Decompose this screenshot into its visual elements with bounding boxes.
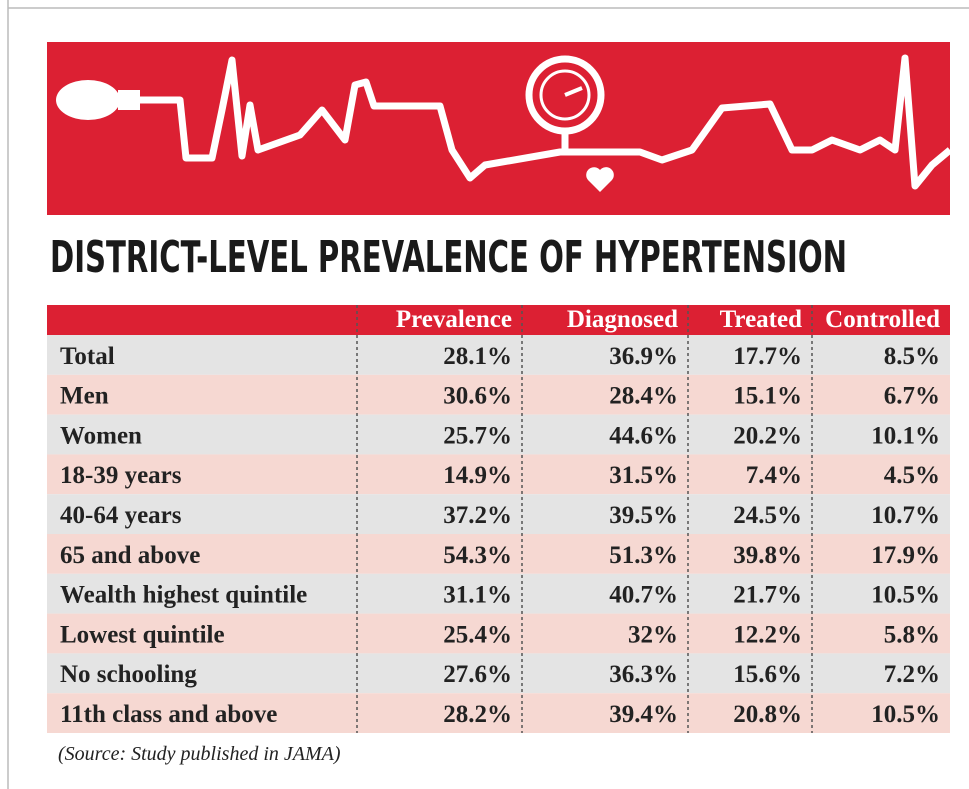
cell-value: 31.1% <box>443 582 512 609</box>
source-note: (Source: Study published in JAMA) <box>58 743 341 765</box>
cell-value: 10.5% <box>871 582 940 609</box>
cell-value: 30.6% <box>443 383 512 410</box>
cell-value: 32% <box>628 621 678 648</box>
cell-value: 20.8% <box>733 701 802 728</box>
cell-value: 10.7% <box>871 502 940 529</box>
row-label: 65 and above <box>60 542 200 569</box>
row-label: No schooling <box>60 661 197 688</box>
cell-value: 24.5% <box>733 502 802 529</box>
cell-value: 15.1% <box>733 383 802 410</box>
cell-value: 25.4% <box>443 621 512 648</box>
table: Prevalence Diagnosed Treated Controlled Tota… <box>47 305 950 733</box>
cell-value: 39.8% <box>733 542 802 569</box>
cell-value: 40.7% <box>609 582 678 609</box>
cell-value: 7.4% <box>746 462 802 489</box>
pump-bulb <box>56 80 120 120</box>
cell-value: 15.6% <box>733 661 802 688</box>
cell-value: 51.3% <box>609 542 678 569</box>
cell-value: 4.5% <box>884 462 940 489</box>
row-label: 11th class and above <box>60 701 277 728</box>
cell-value: 17.9% <box>871 542 940 569</box>
cell-value: 10.5% <box>871 701 940 728</box>
cell-value: 36.9% <box>609 343 678 370</box>
pump-valve <box>118 90 140 110</box>
cell-value: 8.5% <box>884 343 940 370</box>
cell-value: 39.5% <box>609 502 678 529</box>
column-header: Diagnosed <box>567 306 678 333</box>
cell-value: 39.4% <box>609 701 678 728</box>
banner <box>47 42 950 215</box>
cell-value: 36.3% <box>609 661 678 688</box>
title: DISTRICT-LEVEL PREVALENCE OF HYPERTENSIO… <box>50 232 847 283</box>
cell-value: 17.7% <box>733 343 802 370</box>
cell-value: 37.2% <box>443 502 512 529</box>
row-label: Wealth highest quintile <box>60 582 307 609</box>
cell-value: 44.6% <box>609 422 678 449</box>
cell-value: 12.2% <box>733 621 802 648</box>
cell-value: 54.3% <box>443 542 512 569</box>
cell-value: 5.8% <box>884 621 940 648</box>
cell-value: 31.5% <box>609 462 678 489</box>
row-label: Total <box>60 343 115 370</box>
cell-value: 6.7% <box>884 383 940 410</box>
row-label: Women <box>60 422 142 449</box>
cell-value: 7.2% <box>884 661 940 688</box>
column-header: Controlled <box>825 306 940 333</box>
row-label: 40-64 years <box>60 502 182 529</box>
cell-value: 10.1% <box>871 422 940 449</box>
row-label: Men <box>60 383 109 410</box>
cell-value: 28.1% <box>443 343 512 370</box>
row-label: Lowest quintile <box>60 621 225 648</box>
cell-value: 28.4% <box>609 383 678 410</box>
cell-value: 21.7% <box>733 582 802 609</box>
column-header: Prevalence <box>396 306 512 333</box>
cell-value: 20.2% <box>733 422 802 449</box>
row-label: 18-39 years <box>60 462 182 489</box>
cell-value: 25.7% <box>443 422 512 449</box>
column-header: Treated <box>720 306 802 333</box>
cell-value: 14.9% <box>443 462 512 489</box>
infographic: DISTRICT-LEVEL PREVALENCE OF HYPERTENSIO… <box>0 0 969 789</box>
cell-value: 28.2% <box>443 701 512 728</box>
cell-value: 27.6% <box>443 661 512 688</box>
